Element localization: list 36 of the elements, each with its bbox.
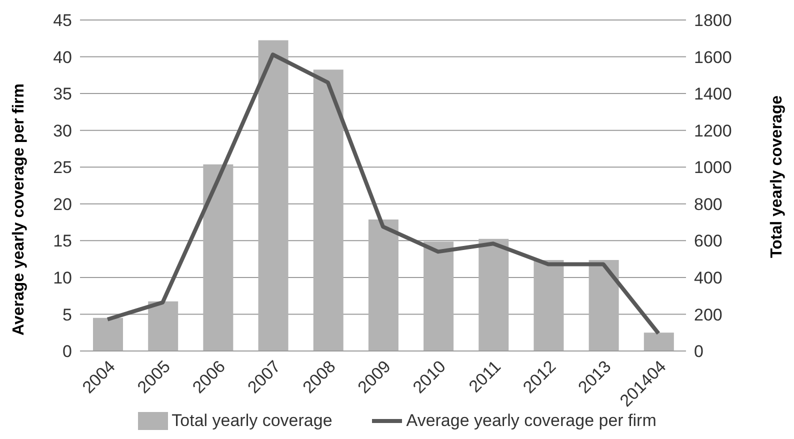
y-tick-label: 35 [53, 84, 72, 104]
y-tick-label: 0 [62, 342, 72, 362]
y-tick-label: 15 [53, 232, 72, 251]
y2-tick-label: 600 [694, 232, 722, 251]
y2-tick-label: 1000 [694, 158, 732, 178]
y-tick-label: 25 [53, 158, 72, 178]
y-axis-title: Average yearly coverage per firm [10, 84, 28, 336]
y2-tick-label: 1600 [694, 48, 732, 67]
bar [203, 164, 234, 351]
bar [313, 70, 344, 351]
y-tick-label: 30 [53, 121, 72, 140]
y2-tick-label: 400 [694, 268, 722, 288]
y2-axis-title: Total yearly coverage [768, 95, 786, 258]
y-tick-label: 5 [62, 305, 72, 324]
legend-label: Average yearly coverage per firm [406, 411, 656, 431]
y-tick-label: 40 [53, 48, 72, 67]
bar [424, 242, 454, 351]
legend-label: Total yearly coverage [172, 411, 332, 431]
bar [534, 260, 564, 351]
bar [644, 332, 674, 351]
line-series [106, 52, 660, 336]
y-tick-label: 10 [53, 268, 72, 288]
bar [588, 260, 619, 351]
bar [478, 238, 509, 351]
y2-tick-label: 1400 [694, 84, 732, 104]
bar [368, 220, 398, 351]
y-tick-label: 20 [53, 194, 72, 214]
y2-tick-label: 200 [694, 305, 722, 324]
y2-tick-label: 1200 [694, 121, 732, 140]
bar [258, 40, 288, 351]
y2-tick-label: 0 [694, 342, 704, 362]
bar [93, 318, 123, 351]
y2-tick-label: 800 [694, 194, 722, 214]
y-tick-label: 45 [53, 11, 72, 30]
bar [148, 301, 178, 351]
y2-tick-label: 1800 [694, 11, 732, 30]
